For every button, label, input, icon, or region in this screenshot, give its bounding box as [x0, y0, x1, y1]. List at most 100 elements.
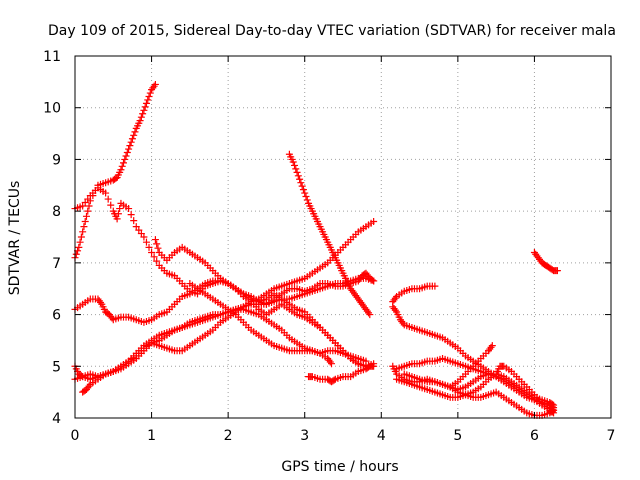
- series-arc-r: [530, 249, 561, 275]
- plot-frame: [74, 55, 612, 419]
- series-arc-p: [446, 342, 496, 391]
- data-point: [128, 135, 136, 143]
- data-point: [553, 267, 561, 275]
- data-point: [142, 238, 150, 246]
- data-point: [81, 217, 89, 225]
- data-point: [362, 357, 370, 365]
- data-point: [302, 192, 310, 200]
- data-point: [122, 152, 130, 160]
- grid-lines: [75, 56, 611, 418]
- data-point: [77, 233, 85, 241]
- data-point: [107, 201, 115, 209]
- data-point: [293, 168, 301, 176]
- y-tick-label: 8: [52, 204, 61, 220]
- data-point: [370, 217, 378, 225]
- data-point: [146, 89, 154, 97]
- data-point: [301, 189, 309, 197]
- data-point: [431, 282, 439, 290]
- y-tick-label: 11: [43, 49, 61, 65]
- y-axis-label: SDTVAR / TECUs: [7, 181, 23, 296]
- data-point: [291, 161, 299, 169]
- data-point: [114, 210, 122, 218]
- data-point: [76, 238, 84, 246]
- data-point: [72, 250, 80, 258]
- data-point: [370, 362, 378, 370]
- data-point: [487, 343, 495, 351]
- data-point: [391, 294, 399, 302]
- x-tick-label: 5: [453, 428, 462, 444]
- data-point: [153, 240, 161, 248]
- data-point: [391, 306, 399, 314]
- data-point: [289, 158, 297, 166]
- x-tick-label: 1: [147, 428, 156, 444]
- data-points: [71, 80, 561, 419]
- data-point: [148, 249, 156, 257]
- data-point: [550, 406, 558, 414]
- y-tick-label: 10: [43, 101, 61, 117]
- data-point: [298, 182, 306, 190]
- chart-title: Day 109 of 2015, Sidereal Day-to-day VTE…: [48, 23, 616, 39]
- data-point: [399, 319, 407, 327]
- data-point: [145, 243, 153, 251]
- data-point: [127, 138, 135, 146]
- data-point: [136, 117, 144, 125]
- data-point: [303, 196, 311, 204]
- data-point: [294, 172, 302, 180]
- x-tick-label: 2: [224, 428, 233, 444]
- data-point: [104, 195, 112, 203]
- data-point: [102, 189, 110, 197]
- data-point: [84, 207, 92, 215]
- x-tick-label: 4: [377, 428, 386, 444]
- data-point: [330, 376, 338, 384]
- series-arc-i: [186, 280, 336, 368]
- data-point: [139, 110, 147, 118]
- data-point: [292, 165, 300, 173]
- data-point: [365, 309, 373, 317]
- data-point: [366, 311, 374, 319]
- data-point: [131, 128, 139, 136]
- data-point: [297, 179, 305, 187]
- y-tick-label: 9: [52, 152, 61, 168]
- data-point: [154, 244, 162, 252]
- x-axis-label: GPS time / hours: [281, 459, 398, 475]
- data-point: [488, 342, 496, 350]
- data-point: [75, 243, 83, 251]
- series-arc-j: [305, 362, 378, 386]
- data-point: [151, 80, 159, 88]
- data-point: [145, 93, 153, 101]
- data-point: [548, 407, 556, 415]
- data-point: [123, 149, 131, 157]
- data-point: [140, 106, 148, 114]
- data-point: [119, 159, 127, 167]
- data-point: [116, 205, 124, 213]
- data-point: [326, 358, 334, 366]
- data-point: [125, 145, 133, 153]
- data-point: [130, 131, 138, 139]
- series-arc-q: [400, 370, 558, 419]
- data-point: [79, 228, 87, 236]
- series-arc-k: [389, 282, 439, 306]
- x-tick-label: 6: [530, 428, 539, 444]
- data-point: [97, 299, 105, 307]
- y-tick-label: 7: [52, 256, 61, 272]
- data-point: [328, 360, 336, 368]
- data-point: [151, 236, 159, 244]
- data-point: [370, 277, 378, 285]
- data-point: [150, 253, 158, 261]
- data-point: [127, 211, 135, 219]
- data-point: [141, 103, 149, 111]
- y-tick-label: 5: [52, 359, 61, 375]
- y-tick-label: 4: [52, 411, 61, 427]
- data-point: [121, 155, 129, 163]
- series-arc-h: [285, 150, 374, 319]
- y-tick-label: 6: [52, 308, 61, 324]
- data-point: [153, 257, 161, 265]
- data-point: [126, 142, 134, 150]
- data-point: [113, 215, 121, 223]
- data-point: [140, 233, 148, 241]
- data-point: [77, 372, 85, 380]
- data-point: [130, 217, 138, 225]
- data-point: [85, 382, 93, 390]
- data-point: [150, 82, 158, 90]
